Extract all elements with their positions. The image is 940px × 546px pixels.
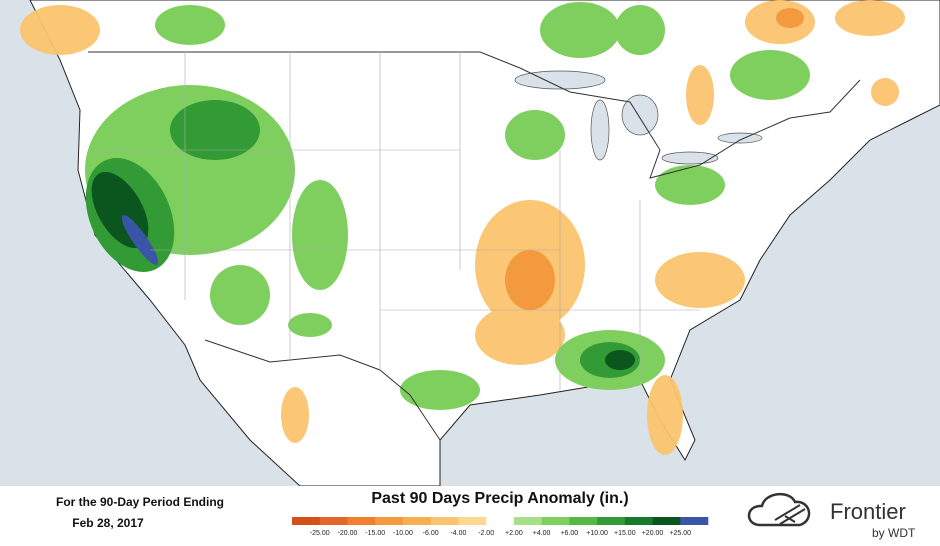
legend-label: -10.00 <box>393 530 413 537</box>
legend-swatch <box>569 517 598 525</box>
legend-label: +10.00 <box>586 530 608 537</box>
legend-label: -4.00 <box>450 530 466 537</box>
logo-panel <box>774 504 806 525</box>
logo-byline: by WDT <box>872 526 916 540</box>
extreme-area <box>121 215 159 265</box>
legend-swatch <box>347 517 376 525</box>
legend-label: +4.00 <box>533 530 551 537</box>
legend-swatch <box>292 517 321 525</box>
legend-label: -20.00 <box>338 530 358 537</box>
period-date: Feb 28, 2017 <box>72 516 144 530</box>
legend-swatch <box>597 517 626 525</box>
legend-swatch <box>541 517 570 525</box>
legend: -25.00 -20.00 -15.00 -10.00 -6.00 -4.00 -2.00 +… <box>292 517 709 537</box>
state-lines <box>90 52 700 390</box>
period-label: For the 90-Day Period Ending <box>56 495 224 509</box>
legend-swatch <box>680 517 709 525</box>
legend-label: +20.00 <box>642 530 664 537</box>
legend-label: +6.00 <box>560 530 578 537</box>
legend-swatch <box>402 517 431 525</box>
legend-label: +15.00 <box>614 530 636 537</box>
legend-swatch <box>458 517 487 525</box>
logo-cloud <box>747 493 811 527</box>
legend-swatch <box>652 517 681 525</box>
legend-swatch <box>319 517 348 525</box>
legend-title: Past 90 Days Precip Anomaly (in.) <box>371 490 628 507</box>
legend-label: +25.00 <box>669 530 691 537</box>
legend-swatch <box>624 517 653 525</box>
borders <box>88 51 861 441</box>
logo: Frontier by WDT <box>747 493 916 540</box>
legend-swatch <box>430 517 459 525</box>
legend-swatch <box>375 517 404 525</box>
legend-label: +2.00 <box>505 530 523 537</box>
legend-label: -6.00 <box>423 530 439 537</box>
logo-name: Frontier <box>830 499 906 524</box>
legend-label: -15.00 <box>365 530 385 537</box>
legend-swatch <box>513 517 542 525</box>
legend-swatch <box>486 517 515 525</box>
map <box>0 0 940 487</box>
legend-label: -2.00 <box>478 530 494 537</box>
great-lakes <box>514 70 763 165</box>
legend-label: -25.00 <box>310 530 330 537</box>
drier-areas <box>505 8 804 310</box>
